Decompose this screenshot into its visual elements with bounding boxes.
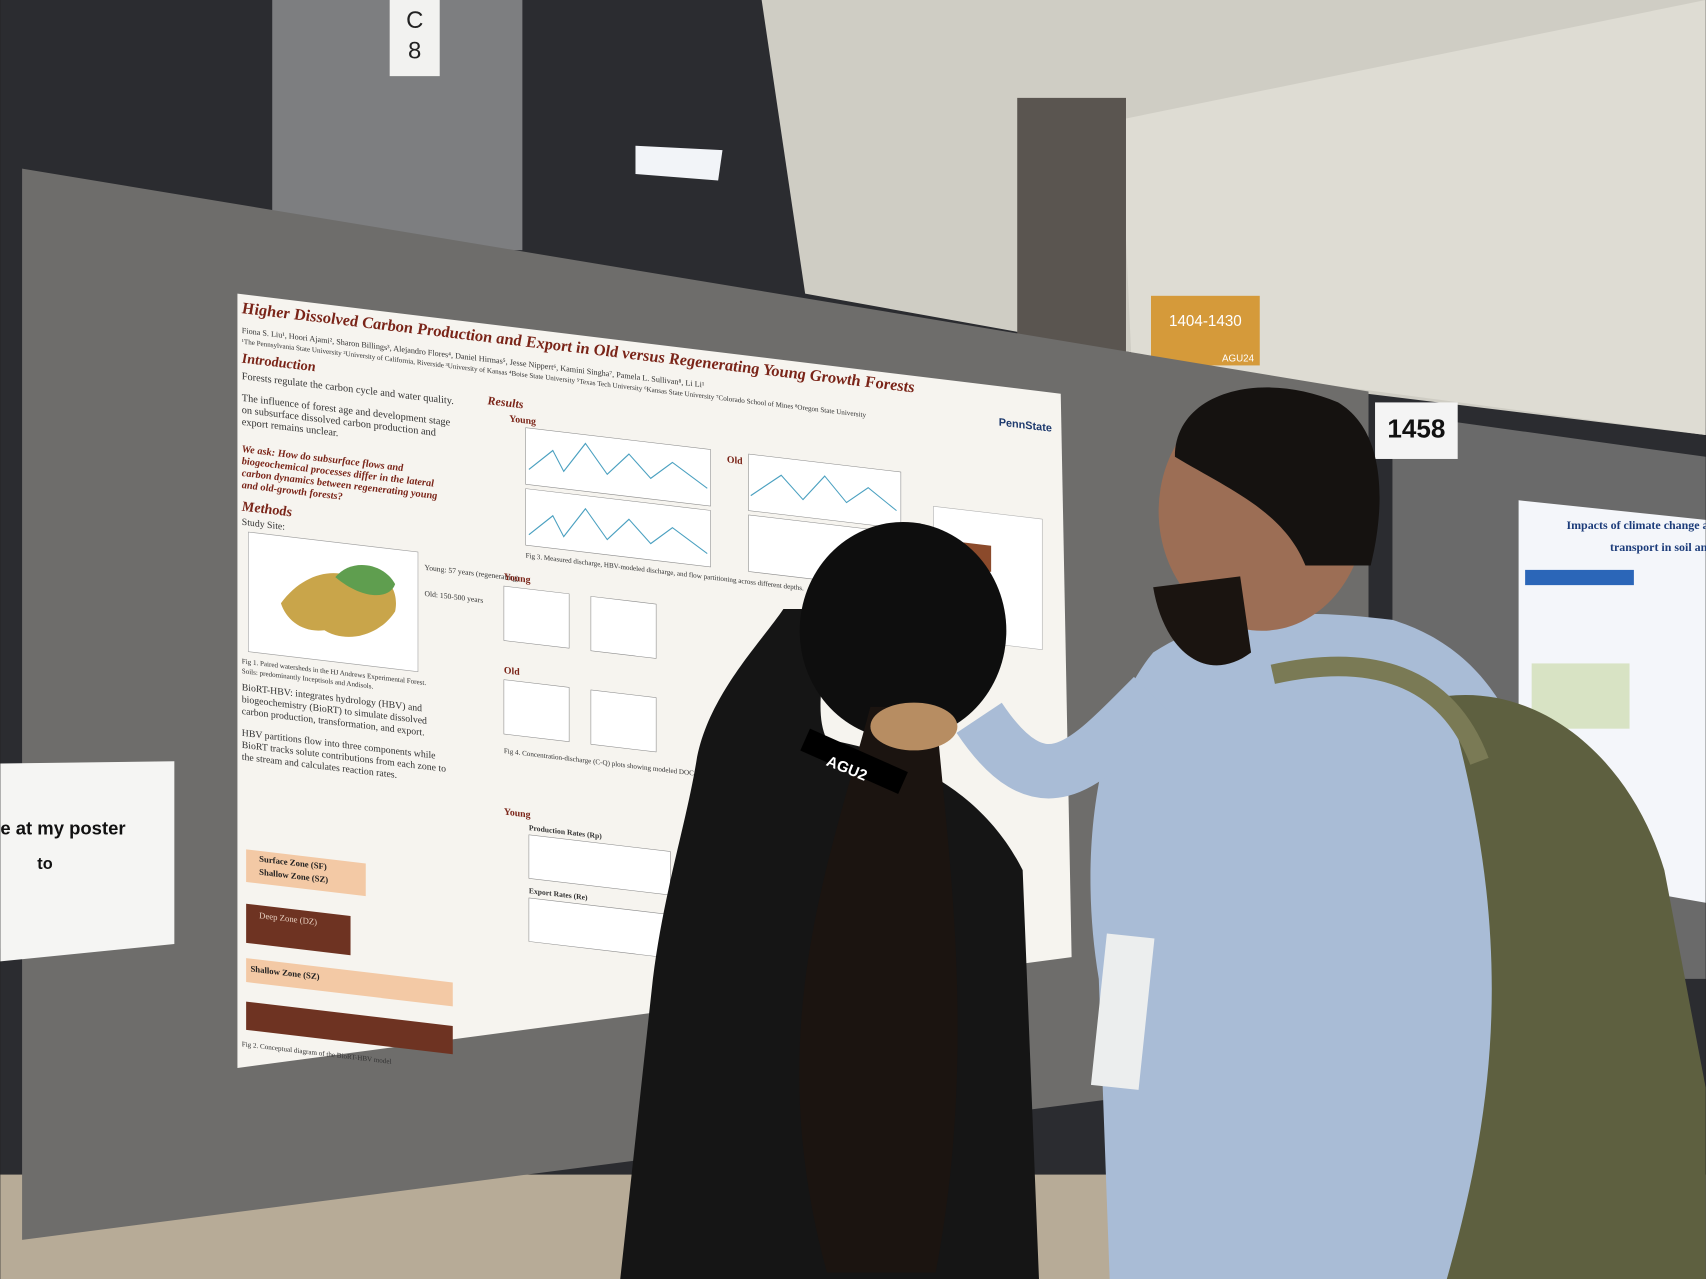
plot-line (750, 474, 897, 512)
right-poster-title: Impacts of climate change and anthropo (1566, 518, 1706, 532)
backpack (1446, 695, 1706, 1279)
man-shirt (1090, 613, 1536, 1279)
sheet (0, 761, 175, 962)
plot (503, 585, 570, 649)
man-hair (1174, 387, 1380, 566)
zone-box (246, 1001, 453, 1055)
booth-range: 1404-1430 (1169, 313, 1242, 330)
poster-text: Study Site: (242, 517, 285, 533)
badge (1090, 933, 1155, 1090)
man-beard (1153, 576, 1252, 666)
aisle-sign (389, 0, 440, 77)
poster-text: Old (504, 665, 520, 678)
booth-number: 1458 (1387, 414, 1445, 444)
sheet-text: e at my poster (0, 818, 125, 839)
zone-box (246, 903, 351, 956)
right-poster-title: transport in soil and (1610, 540, 1706, 554)
zone-box (246, 849, 366, 897)
woman-hair (799, 706, 958, 1273)
pillar (1017, 97, 1126, 359)
lanyard-strap (800, 728, 908, 794)
zone-box (246, 958, 453, 1007)
booth-sign (1375, 402, 1458, 459)
plot-line (528, 507, 708, 554)
ceiling-light (635, 145, 723, 181)
section-heading: Methods (241, 498, 293, 520)
scrunchie (870, 702, 958, 751)
aisle-number: 8 (408, 38, 421, 65)
plot (590, 689, 657, 753)
wall-right (1120, 0, 1706, 436)
plot (525, 488, 711, 568)
plot (528, 834, 671, 896)
man-arm (956, 676, 1173, 799)
woman-head (799, 522, 1007, 740)
booth-range-sign (1150, 295, 1260, 366)
plot-line (528, 442, 708, 489)
poster-text: Young (504, 807, 531, 821)
plot (525, 427, 711, 507)
right-poster-header (1525, 569, 1634, 586)
watershed (335, 565, 396, 596)
plot (590, 596, 657, 659)
poster-text: Young (509, 414, 536, 428)
aisle-letter: C (406, 7, 423, 34)
plot (503, 679, 570, 743)
plot (748, 453, 902, 529)
section-heading: Results (487, 393, 524, 411)
sheet-text: to (37, 855, 52, 873)
backpack-strap (1270, 656, 1489, 765)
poster-text: Old (727, 454, 743, 467)
booth-range-logo: AGU24 (1222, 353, 1255, 364)
poster-text: Young (504, 572, 531, 586)
